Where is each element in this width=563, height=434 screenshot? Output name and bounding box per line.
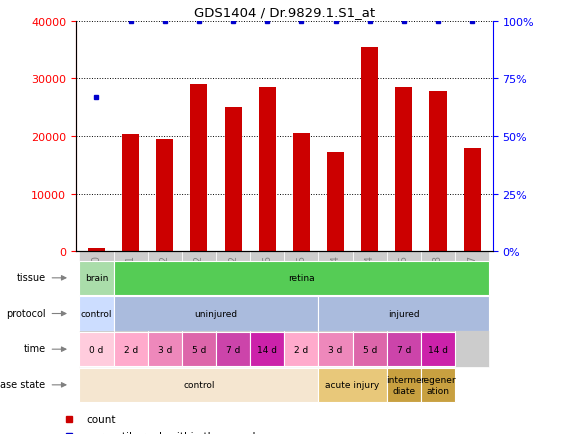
Bar	[293, 134, 310, 252]
Bar	[114, 297, 319, 331]
Bar	[421, 368, 455, 402]
Bar	[319, 297, 489, 331]
Bar	[79, 332, 114, 366]
Text: 14 d: 14 d	[257, 345, 277, 354]
Bar	[455, 252, 489, 367]
Title: GDS1404 / Dr.9829.1.S1_at: GDS1404 / Dr.9829.1.S1_at	[194, 6, 375, 19]
Text: protocol: protocol	[6, 308, 46, 318]
Text: 7 d: 7 d	[226, 345, 240, 354]
Text: 14 d: 14 d	[428, 345, 448, 354]
Bar	[463, 148, 481, 252]
Bar	[250, 332, 284, 366]
Text: tissue: tissue	[16, 273, 46, 283]
Bar	[216, 332, 250, 366]
Text: 0 d: 0 d	[90, 345, 104, 354]
Bar	[79, 368, 319, 402]
Bar	[319, 252, 352, 367]
Bar	[122, 135, 139, 252]
Bar	[319, 368, 387, 402]
Bar	[148, 252, 182, 367]
Text: time: time	[24, 344, 46, 354]
Bar	[387, 332, 421, 366]
Bar	[88, 249, 105, 252]
Bar	[319, 332, 352, 366]
Bar	[114, 252, 148, 367]
Text: count: count	[87, 414, 116, 424]
Bar	[216, 252, 250, 367]
Text: brain: brain	[85, 274, 108, 283]
Bar	[284, 332, 319, 366]
Bar	[79, 297, 114, 331]
Text: regener
ation: regener ation	[420, 375, 456, 395]
Bar	[284, 252, 319, 367]
Bar	[361, 48, 378, 252]
Bar	[387, 252, 421, 367]
Text: 3 d: 3 d	[158, 345, 172, 354]
Bar	[225, 108, 242, 252]
Bar	[79, 261, 114, 295]
Text: uninjured: uninjured	[194, 309, 238, 318]
Bar	[79, 252, 114, 367]
Bar	[182, 252, 216, 367]
Bar	[395, 88, 412, 252]
Bar	[352, 252, 387, 367]
Text: 2 d: 2 d	[123, 345, 138, 354]
Bar	[157, 140, 173, 252]
Text: interme
diate: interme diate	[386, 375, 422, 395]
Bar	[430, 92, 446, 252]
Text: 5 d: 5 d	[363, 345, 377, 354]
Bar	[250, 252, 284, 367]
Bar	[387, 368, 421, 402]
Bar	[190, 85, 208, 252]
Bar	[259, 88, 276, 252]
Bar	[148, 332, 182, 366]
Bar	[352, 332, 387, 366]
Text: control: control	[81, 309, 112, 318]
Text: disease state: disease state	[0, 379, 46, 389]
Text: acute injury: acute injury	[325, 381, 379, 389]
Text: 7 d: 7 d	[397, 345, 411, 354]
Text: injured: injured	[388, 309, 419, 318]
Text: percentile rank within the sample: percentile rank within the sample	[87, 431, 262, 434]
Text: 2 d: 2 d	[294, 345, 309, 354]
Bar	[114, 332, 148, 366]
Bar	[421, 332, 455, 366]
Bar	[182, 332, 216, 366]
Bar	[421, 252, 455, 367]
Bar	[327, 153, 344, 252]
Text: retina: retina	[288, 274, 315, 283]
Text: control: control	[183, 381, 215, 389]
Text: 5 d: 5 d	[192, 345, 206, 354]
Text: 3 d: 3 d	[328, 345, 343, 354]
